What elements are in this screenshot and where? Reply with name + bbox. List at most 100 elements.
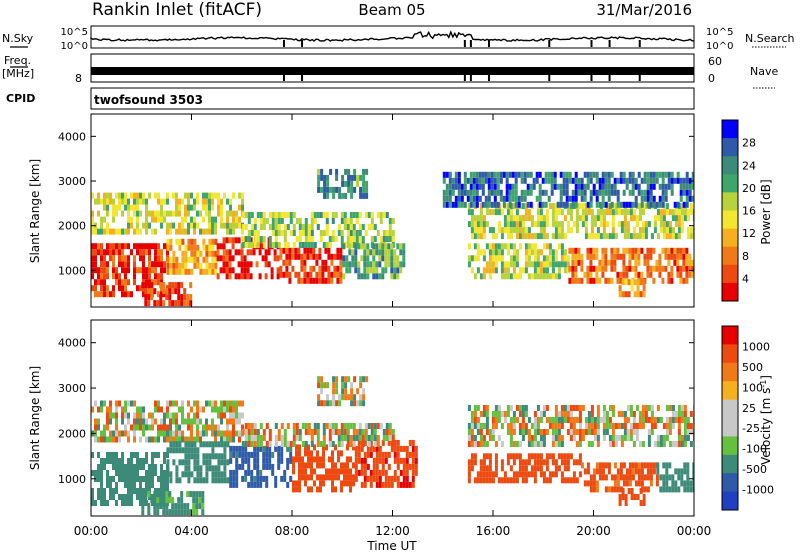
heatmap-cell <box>384 267 388 274</box>
heatmap-cell <box>324 259 328 266</box>
heatmap-cell <box>193 441 197 448</box>
heatmap-cell <box>613 183 617 190</box>
heatmap-cell <box>658 253 662 260</box>
heatmap-cell <box>673 259 677 266</box>
heatmap-cell <box>539 273 543 280</box>
heatmap-cell <box>379 423 383 429</box>
heatmap-cell <box>521 435 525 441</box>
heatmap-cell <box>649 247 653 254</box>
heatmap-cell <box>295 218 299 224</box>
heatmap-cell <box>373 429 377 435</box>
heatmap-cell <box>165 491 169 498</box>
heatmap-cell <box>551 417 555 423</box>
heatmap-cell <box>491 435 495 441</box>
heatmap-cell <box>633 279 637 286</box>
heatmap-cell <box>390 255 394 262</box>
heatmap-cell <box>387 249 391 256</box>
heatmap-cell <box>523 195 527 202</box>
heatmap-cell <box>608 423 612 429</box>
heatmap-cell <box>381 439 385 446</box>
heatmap-cell <box>244 451 248 458</box>
heatmap-cell <box>298 486 301 493</box>
heatmap-cell <box>680 474 684 481</box>
heatmap-cell <box>624 279 628 286</box>
heatmap-cell <box>219 267 223 274</box>
heatmap-cell <box>539 221 543 228</box>
heatmap-cell <box>482 471 486 478</box>
heatmap-cell <box>106 418 109 425</box>
heatmap-cell <box>350 400 354 407</box>
heatmap-cell <box>124 228 127 235</box>
heatmap-cell <box>156 503 160 510</box>
heatmap-cell <box>569 435 573 441</box>
heatmap-cell <box>100 273 103 280</box>
heatmap-cell <box>335 376 339 383</box>
heatmap-cell <box>385 435 389 441</box>
heatmap-cell <box>378 261 382 268</box>
heatmap-cell <box>115 243 118 250</box>
heatmap-cell <box>274 224 278 230</box>
heatmap-cell <box>171 300 175 307</box>
heatmap-cell <box>554 273 558 280</box>
heatmap-cell <box>244 423 248 429</box>
heatmap-cell <box>142 243 145 250</box>
heatmap-cell <box>685 201 689 208</box>
heatmap-cell <box>551 441 555 447</box>
heatmap-cell <box>491 429 495 435</box>
heatmap-cell <box>623 411 627 417</box>
heatmap-cell <box>599 417 603 423</box>
heatmap-cell <box>241 463 245 470</box>
heatmap-cell <box>163 458 166 464</box>
heatmap-cell <box>514 177 518 184</box>
heatmap-cell <box>595 247 599 254</box>
heatmap-cell <box>596 435 600 441</box>
heatmap-cell <box>652 462 656 469</box>
heatmap-cell <box>396 267 400 274</box>
heatmap-cell <box>357 243 361 250</box>
heatmap-cell <box>542 459 546 466</box>
heatmap-cell <box>225 255 229 262</box>
heatmap-cell <box>304 450 307 457</box>
heatmap-cell <box>560 209 564 216</box>
heatmap-cell <box>133 210 136 217</box>
heatmap-cell <box>617 411 621 417</box>
heatmap-cell <box>656 468 660 475</box>
heatmap-cell <box>211 268 215 275</box>
heatmap-cell <box>562 171 566 178</box>
heatmap-cell <box>369 451 373 458</box>
heatmap-cell <box>577 253 581 260</box>
heatmap-cell <box>279 265 283 272</box>
heatmap-cell <box>91 273 94 280</box>
heatmap-cell <box>520 189 524 196</box>
heatmap-cell <box>160 261 163 268</box>
heatmap-cell <box>562 177 566 184</box>
heatmap-cell <box>503 221 507 228</box>
heatmap-cell <box>521 221 525 228</box>
heatmap-cell <box>494 417 498 423</box>
heatmap-cell <box>518 267 522 274</box>
heatmap-cell <box>692 221 694 228</box>
heatmap-cell <box>217 192 220 199</box>
heatmap-cell <box>411 469 415 476</box>
heatmap-cell <box>97 464 100 470</box>
heatmap-cell <box>256 481 260 488</box>
heatmap-cell <box>169 477 173 484</box>
heatmap-cell <box>613 253 617 260</box>
heatmap-cell <box>551 209 555 216</box>
heatmap-cell <box>640 201 644 208</box>
heatmap-cell <box>500 267 504 274</box>
heatmap-cell <box>643 177 647 184</box>
heatmap-cell <box>454 171 458 178</box>
heatmap-cell <box>518 273 522 280</box>
heatmap-cell <box>223 447 227 454</box>
heatmap-cell <box>683 405 687 411</box>
heatmap-cell <box>372 273 376 280</box>
heatmap-cell <box>638 233 642 240</box>
heatmap-cell <box>682 177 686 184</box>
nave-tick-bottom: 0 <box>708 72 715 85</box>
heatmap-cell <box>646 486 650 493</box>
heatmap-cell <box>479 227 483 234</box>
heatmap-cell <box>628 177 632 184</box>
heatmap-cell <box>331 441 335 447</box>
nsearch-tick-bottom: 10^0 <box>706 41 733 52</box>
